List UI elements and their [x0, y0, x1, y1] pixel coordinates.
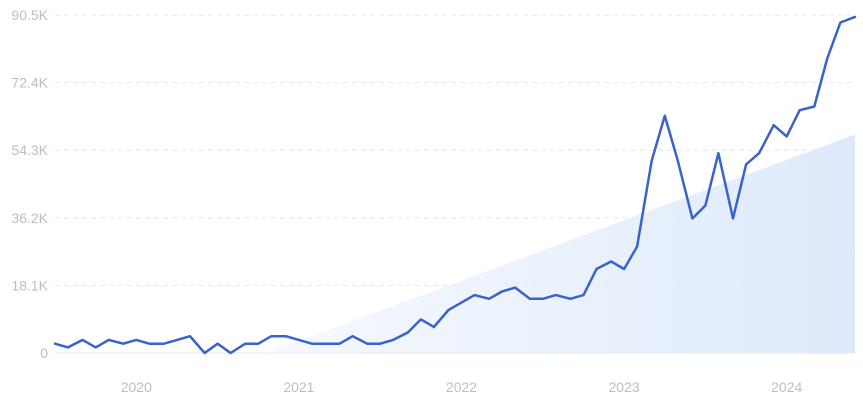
series-line-path [53, 15, 857, 355]
y-axis-ticks: 0 18.1K 36.2K 54.3K 72.4K 90.5K [11, 7, 48, 361]
y-tick-label: 54.3K [11, 142, 48, 158]
x-axis-ticks: 2020 2021 2022 2023 2024 [121, 379, 803, 395]
series-line [53, 15, 857, 355]
x-tick-label: 2020 [121, 379, 152, 395]
trend-area [266, 134, 856, 353]
x-tick-label: 2021 [283, 379, 314, 395]
y-tick-label: 90.5K [11, 7, 48, 23]
trend-area-shape [266, 134, 856, 353]
x-tick-label: 2022 [446, 379, 477, 395]
y-tick-label: 18.1K [11, 277, 48, 293]
x-tick-label: 2023 [609, 379, 640, 395]
x-tick-label: 2024 [771, 379, 802, 395]
y-tick-label: 36.2K [11, 210, 48, 226]
y-tick-label: 72.4K [11, 75, 48, 91]
y-tick-label: 0 [40, 345, 48, 361]
